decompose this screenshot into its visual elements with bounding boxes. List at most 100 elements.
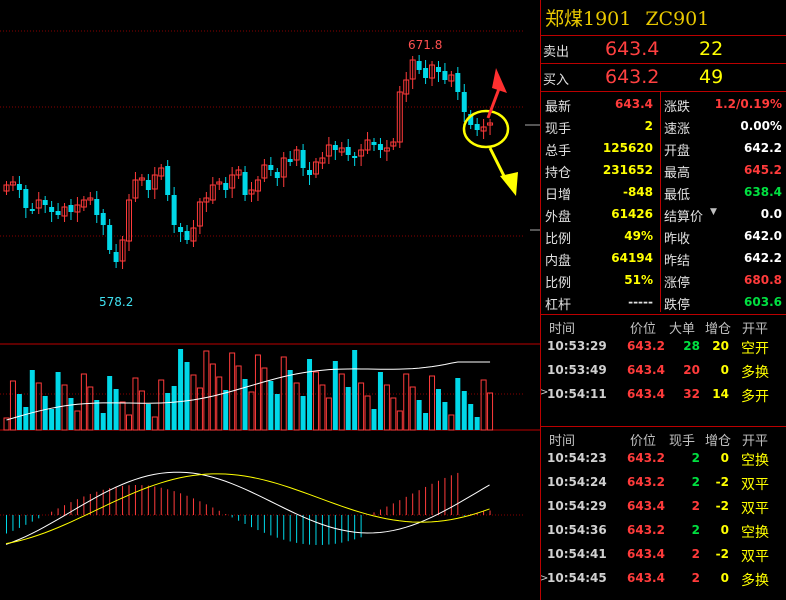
tick-row: 10:54:23 643.2 2 0 空换 [543,447,783,471]
ask-qty: 22 [699,38,724,60]
volume-bar [293,382,300,431]
tick-time: 10:54:36 [547,523,607,537]
candle-body [209,184,216,201]
volume-bar [319,384,326,431]
volume-bar [158,379,165,431]
down-arrow-shaft [488,147,508,181]
volume-bar [307,359,313,430]
tick-oi-change: 0 [720,523,729,537]
trade-volume: 20 [683,363,700,377]
candle-body [461,92,467,112]
quote-key: 比例 [545,276,572,291]
volume-bar [429,375,436,431]
quote-key: 涨跌 [664,100,691,115]
volume-bar [423,413,429,430]
candle-body [196,201,203,227]
tick-time: 10:54:23 [547,451,607,465]
candle-body [448,74,455,82]
quote-value: 49% [624,229,653,243]
header-time: 时间 [549,322,576,337]
quote-row-right: 最高 645.2 [664,160,782,182]
volume-bar [480,379,487,431]
ask-row[interactable]: 卖出 643.4 22 [543,38,783,62]
volume-bar [254,354,261,431]
candle-body [126,199,132,242]
quote-row-right: 速涨 0.00% [664,116,782,138]
kline-chart[interactable] [0,0,540,600]
volume-bar [435,389,441,430]
contract-name: 郑煤1901 [545,8,632,30]
tick-time: 10:54:41 [547,547,607,561]
ask-price: 643.4 [605,38,660,60]
candle-body [352,156,358,158]
candle-body [307,170,313,175]
candle-body [487,122,494,126]
volume-bar [184,362,190,430]
tick-action: 空换 [741,453,769,469]
candle-body [268,165,274,170]
candle-body [480,126,487,132]
candle-body [178,227,184,232]
volume-bar [312,371,319,431]
quote-value: 642.2 [744,141,782,155]
quote-divider [660,92,661,312]
candle-body [332,145,338,150]
candle-body [80,199,87,208]
volume-bar [196,387,203,431]
volume-bar [448,414,455,431]
volume-bar [80,373,87,431]
candle-body [223,183,229,190]
trade-time: 10:53:49 [547,363,607,377]
volume-bar [377,372,383,430]
quote-row-left: 内盘 64194 [545,248,655,270]
header-price: 价位 [630,434,657,449]
trade-time: 10:53:29 [547,339,607,353]
divider [541,35,786,36]
candle-body [87,197,94,201]
volume-bar [223,390,229,430]
candle-body [287,159,293,162]
quote-key: 持仓 [545,166,572,181]
volume-bar [113,389,119,430]
quote-row-left: 最新 643.4 [545,94,655,116]
candle-body [358,149,365,157]
candle-body [254,179,261,192]
tick-oi-change: 0 [720,451,729,465]
quote-key: 杠杆 [545,298,572,313]
candle-body [280,157,287,178]
quote-value: 642.2 [744,251,782,265]
quote-row-right: 最低 638.4 [664,182,782,204]
candle-body [113,252,119,262]
quote-row-left: 外盘 61426 [545,204,655,226]
candle-body [29,209,35,211]
candle-body [42,200,48,205]
quote-row-left: 比例 51% [545,270,655,292]
volume-bar [203,350,210,431]
candle-body [396,91,403,143]
volume-bar [287,370,293,430]
contract-title: 郑煤1901 ZC901 [545,4,723,31]
volume-bar [383,384,390,431]
quote-value: 680.8 [744,273,782,287]
candle-body [435,67,441,72]
selected-row-marker: > [540,573,549,584]
kline-chart-area[interactable]: 671.8 578.2 [0,0,540,600]
tick-row: 10:54:36 643.2 2 0 空换 [543,519,783,543]
tick-volume: 2 [691,475,700,489]
chevron-down-icon[interactable]: ▼ [710,207,717,217]
down-arrow-icon [500,172,518,196]
big-trade-row: 10:53:49 643.4 20 0 多换 [543,359,783,383]
candle-body [235,169,242,176]
candle-body [248,189,255,195]
trade-price: 643.4 [627,363,665,377]
tick-volume: 2 [691,451,700,465]
tick-price: 643.4 [627,499,665,513]
quote-value: ----- [628,295,653,309]
quote-value: 638.4 [744,185,782,199]
candle-body [145,180,151,190]
bid-row[interactable]: 买入 643.2 49 [543,66,783,90]
volume-bar [74,410,81,431]
volume-bar [280,356,287,431]
header-oc: 开平 [742,434,769,449]
tick-action: 双平 [741,477,769,493]
